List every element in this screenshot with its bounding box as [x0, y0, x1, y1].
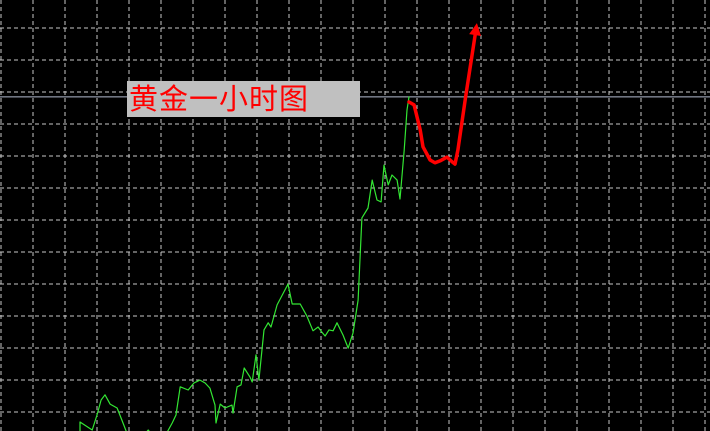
series-layer [79, 23, 482, 431]
arrow-head-icon [469, 23, 482, 36]
forecast-arrow-line [407, 26, 478, 166]
price-line [79, 96, 410, 431]
chart-title-label: 黄金一小时图 [127, 81, 360, 117]
